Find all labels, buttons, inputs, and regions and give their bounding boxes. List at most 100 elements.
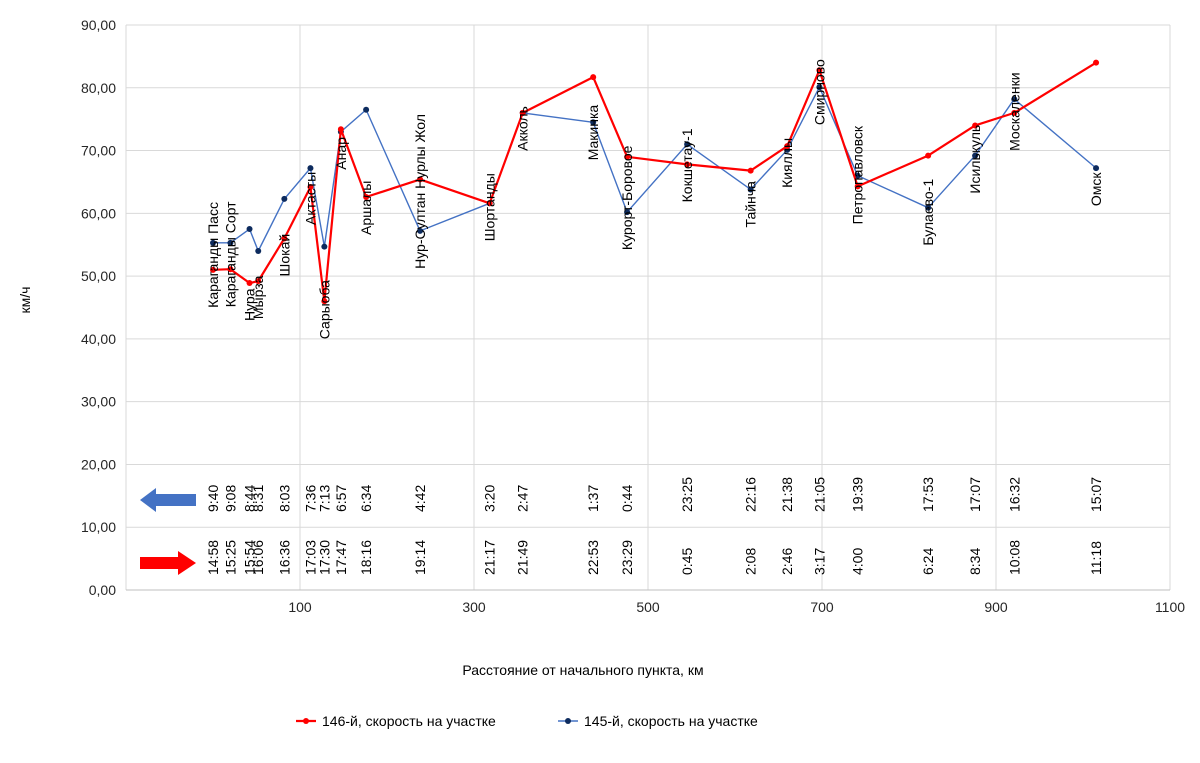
direction-arrows [140,488,196,575]
station-label: Исилькуль [967,125,983,194]
time-label-146: 14:58 [205,540,221,575]
time-label-146: 10:08 [1006,540,1022,575]
time-label-145: 22:16 [743,477,759,512]
x-axis-title: Расстояние от начального пункта, км [462,662,703,678]
data-point-train145 [321,243,328,250]
station-label: Анар [333,137,349,170]
time-label-146: 19:14 [412,540,428,575]
legend-marker-train146 [303,718,309,724]
time-label-146: 18:16 [358,540,374,575]
time-label-146: 8:34 [967,548,983,575]
x-tick-label: 300 [462,599,486,615]
data-point-train145 [747,186,754,193]
data-point-train146 [816,67,823,74]
station-label: Сарыоба [316,280,332,339]
time-label-145: 21:05 [811,477,827,512]
data-point-train145 [590,119,597,126]
y-axis: 0,00 10,00 20,00 30,00 40,00 50,00 60,00 70,00 8… [81,17,116,598]
time-label-146: 16:36 [276,540,292,575]
station-label: Караганды Сорт [222,201,238,307]
left-arrow-icon [140,488,196,512]
x-tick-label: 1100 [1155,599,1185,615]
data-point-train146 [684,161,691,168]
y-tick-label: 10,00 [81,519,116,535]
y-tick-label: 60,00 [81,205,116,221]
time-label-145: 8:44 [242,485,258,512]
station-label: Курорт-Боровое [619,145,635,250]
time-label-145: 6:34 [358,485,374,512]
station-label: Москаленки [1006,72,1022,150]
legend-label-train145: 145-й, скорость на участке [584,713,758,729]
station-label: Макинка [585,105,601,161]
time-label-145: 7:13 [316,485,332,512]
data-point-train145 [684,141,691,148]
data-point-train146 [1093,59,1100,66]
data-point-train146 [747,167,754,174]
data-point-train146 [590,74,597,81]
data-point-train146 [784,143,791,150]
data-point-train145 [417,227,424,234]
time-label-146: 23:29 [619,540,635,575]
y-tick-label: 50,00 [81,268,116,284]
time-label-145: 3:20 [482,485,498,512]
time-label-145: 2:47 [515,485,531,512]
time-label-145: 4:42 [412,485,428,512]
time-label-145: 6:57 [333,485,349,512]
station-label: Тайнча [743,181,759,228]
time-label-146: 3:17 [811,548,827,575]
station-label: Актасты [302,172,318,225]
station-label: Кокшетау-1 [679,128,695,202]
time-label-146: 15:54 [242,540,258,575]
station-label: Акколь [515,106,531,151]
time-label-145: 17:07 [967,477,983,512]
time-label-146: 22:53 [585,540,601,575]
x-tick-label: 500 [636,599,660,615]
data-point-train145 [307,165,314,172]
y-tick-label: 80,00 [81,80,116,96]
data-point-train146 [1011,109,1018,116]
data-point-train145 [281,195,288,202]
data-point-train145 [972,152,979,159]
time-label-145: 19:39 [850,477,866,512]
y-tick-label: 30,00 [81,394,116,410]
time-label-145: 21:38 [779,477,795,512]
time-label-146: 2:46 [779,548,795,575]
data-point-train146 [307,183,314,190]
x-tick-label: 900 [984,599,1008,615]
data-point-train145 [246,226,253,233]
station-label: Нура [242,288,258,321]
data-point-train145 [1011,96,1018,103]
station-label: Смирново [811,59,827,125]
time-label-146: 21:17 [482,540,498,575]
station-label: Аршалы [358,181,374,235]
time-label-146: 6:24 [920,548,936,575]
data-point-train145 [925,204,932,211]
data-point-train146 [321,298,328,305]
station-label: Омск [1088,172,1104,207]
time-label-146: 17:03 [302,540,318,575]
time-label-146: 11:18 [1088,541,1104,575]
data-point-train146 [519,109,526,116]
data-point-train145 [1093,165,1100,172]
grid [125,24,1171,591]
data-point-train146 [417,176,424,183]
time-label-146: 0:45 [679,548,695,575]
data-point-train146 [854,183,861,190]
time-label-146: 17:30 [316,540,332,575]
right-arrow-icon [140,551,196,575]
legend-marker-train145 [565,718,571,724]
y-tick-label: 70,00 [81,143,116,159]
y-axis-title: км/ч [17,287,33,314]
data-point-train145 [624,209,631,216]
data-point-train146 [486,200,493,207]
y-tick-label: 40,00 [81,331,116,347]
data-point-train146 [972,122,979,129]
data-point-train146 [363,194,370,201]
data-point-train145 [854,172,861,179]
time-label-145: 15:07 [1088,477,1104,512]
time-label-145: 8:31 [250,485,266,512]
data-point-train146 [624,153,631,160]
y-tick-label: 0,00 [89,582,116,598]
data-point-train145 [363,106,370,113]
